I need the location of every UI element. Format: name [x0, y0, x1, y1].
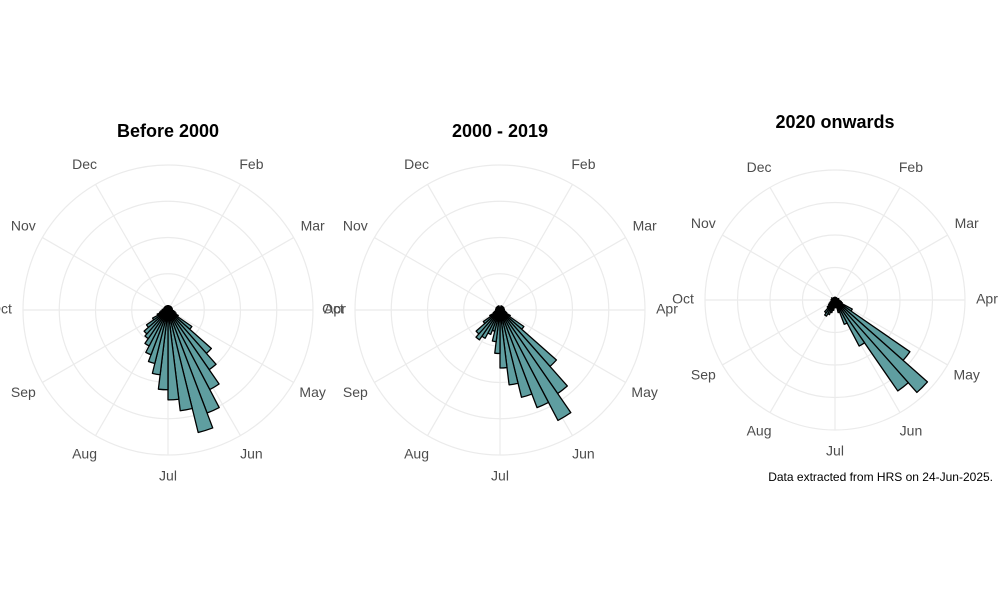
angle-tick-label: Jul — [491, 468, 509, 484]
chart-title: 2020 onwards — [775, 112, 894, 132]
bar — [834, 299, 929, 394]
angle-tick-label: Feb — [239, 156, 263, 172]
grid-spoke — [42, 309, 169, 383]
angle-tick-label: Sep — [691, 367, 716, 383]
angle-tick-label: Dec — [72, 156, 97, 172]
angle-tick-label: Dec — [747, 159, 772, 175]
grid-spoke — [167, 309, 294, 383]
bar — [499, 309, 519, 386]
angle-tick-label: Sep — [343, 384, 368, 400]
chart-title: Before 2000 — [117, 121, 219, 141]
bar — [166, 305, 169, 311]
angle-tick-label: Nov — [343, 217, 368, 233]
bar — [834, 299, 909, 392]
grid-spoke — [722, 234, 836, 301]
angle-tick-label: May — [953, 367, 979, 383]
angle-tick-label: Jun — [900, 422, 923, 438]
angle-tick-label: Apr — [976, 291, 998, 307]
bar — [499, 309, 572, 422]
polar-chart: Before 2000 Feb Mar Apr May Jun Jul Aug Sep Oct No… — [0, 121, 346, 484]
angle-tick-label: Jun — [240, 445, 263, 461]
angle-tick-label: Sep — [11, 384, 36, 400]
angle-tick-label: Apr — [324, 301, 346, 317]
angle-tick-label: Jun — [572, 445, 595, 461]
angle-tick-label: Feb — [571, 156, 595, 172]
grid-spoke — [499, 237, 626, 311]
bar — [167, 309, 193, 412]
angle-tick-label: May — [631, 384, 657, 400]
grid-spoke — [769, 187, 836, 301]
grid-spoke — [374, 309, 501, 383]
angle-tick-label: Jul — [159, 468, 177, 484]
grid-spoke — [42, 237, 169, 311]
angle-tick-label: Jul — [826, 443, 844, 459]
polar-chart: 2020 onwards Feb Mar Apr May Jun Jul Aug Sep Oct N… — [672, 112, 998, 459]
grid-spoke — [499, 309, 626, 383]
angle-tick-label: Feb — [899, 159, 923, 175]
grid-spoke — [834, 234, 948, 301]
bar — [167, 309, 214, 434]
angle-tick-label: Aug — [747, 422, 772, 438]
angle-tick-label: Nov — [11, 217, 36, 233]
grid-spoke — [374, 237, 501, 311]
bar — [499, 309, 533, 398]
angle-tick-label: Nov — [691, 215, 716, 231]
angle-tick-label: Aug — [72, 445, 97, 461]
grid-spoke — [167, 184, 241, 311]
grid-spoke — [95, 184, 169, 311]
grid-spoke — [834, 187, 901, 301]
grid-spoke — [167, 237, 294, 311]
angle-tick-label: Mar — [301, 217, 325, 233]
angle-tick-label: Dec — [404, 156, 429, 172]
grid-spoke — [499, 184, 573, 311]
angle-tick-label: Apr — [656, 301, 678, 317]
angle-tick-label: May — [299, 384, 325, 400]
bar — [499, 309, 508, 369]
angle-tick-label: Mar — [955, 215, 979, 231]
bar — [834, 299, 866, 347]
angle-tick-label: Oct — [322, 301, 344, 317]
chart-title: 2000 - 2019 — [452, 121, 548, 141]
caption: Data extracted from HRS on 24-Jun-2025. — [768, 470, 993, 484]
polar-chart: 2000 - 2019 Feb Mar Apr May Jun Jul Aug Sep Oct No… — [322, 121, 678, 484]
angle-tick-label: Oct — [672, 291, 694, 307]
angle-tick-label: Mar — [633, 217, 657, 233]
grid-spoke — [427, 184, 501, 311]
angle-tick-label: Aug — [404, 445, 429, 461]
grid-spoke — [769, 299, 836, 413]
grid-spoke — [722, 299, 836, 366]
bar — [167, 309, 180, 401]
grid-spoke — [834, 299, 948, 366]
bar — [834, 299, 848, 325]
angle-tick-label: Oct — [0, 301, 12, 317]
bar — [499, 309, 550, 409]
